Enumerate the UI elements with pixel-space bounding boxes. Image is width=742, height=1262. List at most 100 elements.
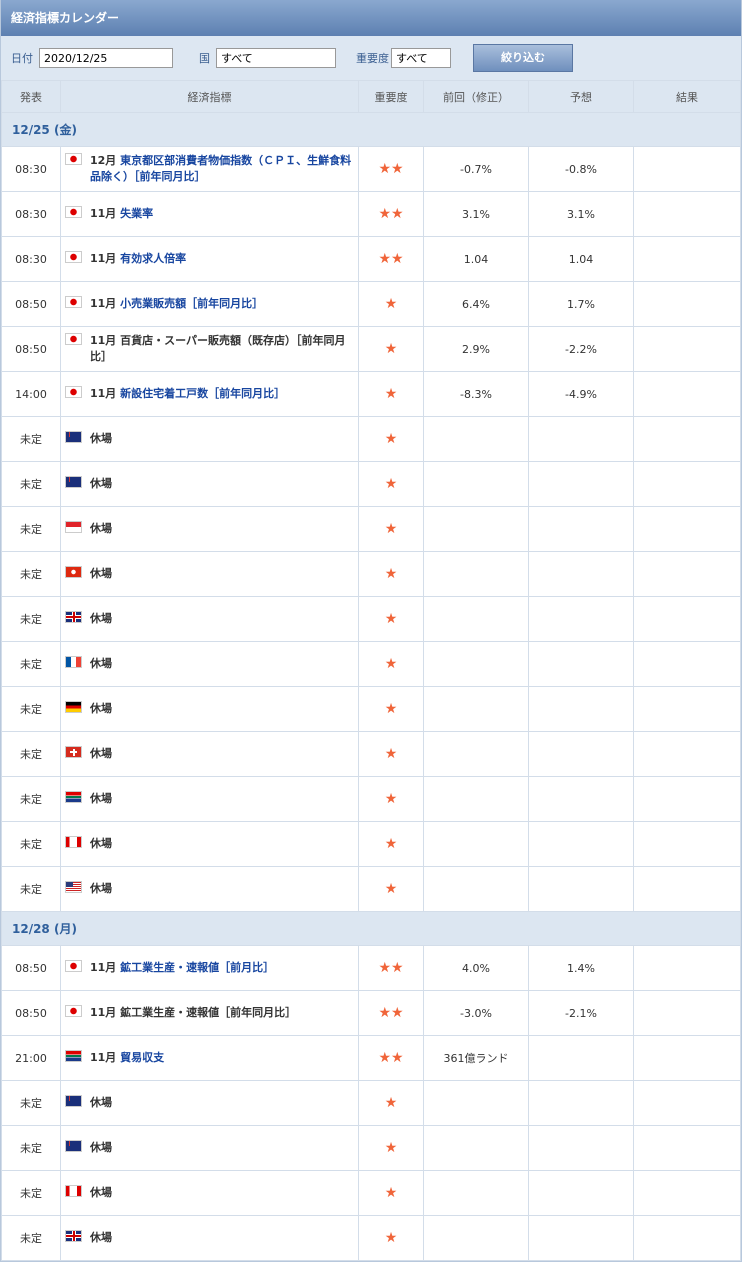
event-row: 未定 休場 ★ bbox=[1, 1215, 741, 1261]
forecast: 1.7% bbox=[528, 281, 634, 327]
importance-select[interactable]: すべて bbox=[391, 48, 451, 68]
star: ★ bbox=[384, 1185, 398, 1201]
flag bbox=[65, 386, 82, 398]
event-row: 未定 休場 ★ bbox=[1, 596, 741, 642]
time: 未定 bbox=[1, 1080, 61, 1126]
month: 11月 bbox=[90, 207, 117, 220]
country-select[interactable]: すべて bbox=[216, 48, 336, 68]
indicator: 休場 bbox=[60, 641, 359, 687]
indicator-name: 休場 bbox=[90, 792, 112, 805]
flag-icon bbox=[65, 960, 90, 976]
forecast bbox=[528, 731, 634, 777]
forecast: 1.04 bbox=[528, 236, 634, 282]
star: ★ bbox=[384, 431, 398, 447]
indicator-name[interactable]: 有効求人倍率 bbox=[120, 252, 187, 265]
forecast bbox=[528, 461, 634, 507]
indicator-name[interactable]: 失業率 bbox=[120, 207, 154, 220]
month: 11月 bbox=[90, 334, 117, 347]
star: ★ bbox=[384, 521, 398, 537]
indicator-text: 12月 東京都区部消費者物価指数（ＣＰＩ、生鮮食料品除く）［前年同月比］ bbox=[90, 153, 354, 185]
indicator-wrap: 11月 新設住宅着工戸数［前年同月比］ bbox=[65, 386, 354, 402]
indicator: 休場 bbox=[60, 731, 359, 777]
date-heading: 12/28 (月) bbox=[1, 911, 741, 946]
indicator: 11月 有効求人倍率 bbox=[60, 236, 359, 282]
indicator-wrap: 休場 bbox=[65, 1095, 354, 1111]
star: ★ bbox=[378, 251, 391, 267]
star: ★ bbox=[384, 341, 398, 357]
month: 11月 bbox=[90, 961, 117, 974]
time: 未定 bbox=[1, 416, 61, 462]
result bbox=[633, 1035, 741, 1081]
indicator-wrap: 休場 bbox=[65, 521, 354, 537]
event-row: 未定 休場 ★ bbox=[1, 821, 741, 867]
indicator: 11月 鉱工業生産・速報値［前月比］ bbox=[60, 945, 359, 991]
event-row: 08:50 11月 鉱工業生産・速報値［前年同月比］ ★★ -3.0% -2.1% bbox=[1, 990, 741, 1036]
column-header: 予想 bbox=[528, 80, 634, 113]
event-row: 未定 休場 ★ bbox=[1, 1080, 741, 1126]
time: 14:00 bbox=[1, 371, 61, 417]
importance: ★ bbox=[358, 821, 424, 867]
indicator-text: 休場 bbox=[90, 836, 112, 852]
flag-icon bbox=[65, 153, 90, 185]
flag bbox=[65, 333, 82, 345]
flag bbox=[65, 206, 82, 218]
previous: 361億ランド bbox=[423, 1035, 529, 1081]
indicator-text: 休場 bbox=[90, 1095, 112, 1111]
time: 08:50 bbox=[1, 990, 61, 1036]
time: 08:30 bbox=[1, 236, 61, 282]
importance-label: 重要度 bbox=[356, 52, 389, 65]
forecast bbox=[528, 866, 634, 912]
star: ★ bbox=[384, 836, 398, 852]
result bbox=[633, 686, 741, 732]
star: ★ bbox=[384, 746, 398, 762]
indicator-name[interactable]: 東京都区部消費者物価指数（ＣＰＩ、生鮮食料品除く）［前年同月比］ bbox=[90, 154, 352, 183]
indicator-name[interactable]: 鉱工業生産・速報値［前月比］ bbox=[120, 961, 275, 974]
time: 未定 bbox=[1, 461, 61, 507]
flag-icon bbox=[65, 836, 90, 852]
star: ★ bbox=[384, 656, 398, 672]
star: ★ bbox=[391, 251, 404, 267]
star: ★ bbox=[384, 1230, 398, 1246]
flag-icon bbox=[65, 1140, 90, 1156]
star: ★ bbox=[378, 206, 391, 222]
result bbox=[633, 776, 741, 822]
result bbox=[633, 1125, 741, 1171]
indicator-name[interactable]: 新設住宅着工戸数［前年同月比］ bbox=[120, 387, 286, 400]
date-input[interactable]: 2020/12/25 bbox=[39, 48, 173, 68]
country-label: 国 bbox=[199, 52, 210, 65]
filter-button[interactable]: 絞り込む bbox=[473, 44, 573, 72]
star: ★ bbox=[378, 1050, 391, 1066]
time: 未定 bbox=[1, 821, 61, 867]
previous bbox=[423, 461, 529, 507]
indicator-text: 11月 鉱工業生産・速報値［前年同月比］ bbox=[90, 1005, 296, 1021]
indicator-text: 休場 bbox=[90, 1140, 112, 1156]
indicator: 休場 bbox=[60, 1080, 359, 1126]
flag bbox=[65, 1140, 82, 1152]
indicator-name: 休場 bbox=[90, 882, 112, 895]
result bbox=[633, 1215, 741, 1261]
indicator-name: 鉱工業生産・速報値［前年同月比］ bbox=[120, 1006, 297, 1019]
indicator-wrap: 休場 bbox=[65, 1230, 354, 1246]
flag-icon bbox=[65, 431, 90, 447]
flag bbox=[65, 881, 82, 893]
flag bbox=[65, 1095, 82, 1107]
flag-icon bbox=[65, 333, 90, 365]
importance: ★ bbox=[358, 326, 424, 372]
event-row: 08:30 11月 有効求人倍率 ★★ 1.04 1.04 bbox=[1, 236, 741, 282]
indicator-text: 11月 鉱工業生産・速報値［前月比］ bbox=[90, 960, 274, 976]
previous bbox=[423, 821, 529, 867]
flag bbox=[65, 153, 82, 165]
event-row: 08:50 11月 百貨店・スーパー販売額（既存店）［前年同月比］ ★ 2.9% -2.… bbox=[1, 326, 741, 372]
flag-icon bbox=[65, 251, 90, 267]
indicator-text: 休場 bbox=[90, 701, 112, 717]
month: 11月 bbox=[90, 1006, 117, 1019]
importance: ★ bbox=[358, 551, 424, 597]
indicator-wrap: 11月 小売業販売額［前年同月比］ bbox=[65, 296, 354, 312]
flag bbox=[65, 1050, 82, 1062]
month: 11月 bbox=[90, 252, 117, 265]
time: 未定 bbox=[1, 596, 61, 642]
indicator-name[interactable]: 貿易収支 bbox=[120, 1051, 165, 1064]
importance: ★ bbox=[358, 596, 424, 642]
indicator-wrap: 休場 bbox=[65, 476, 354, 492]
indicator-name[interactable]: 小売業販売額［前年同月比］ bbox=[120, 297, 264, 310]
